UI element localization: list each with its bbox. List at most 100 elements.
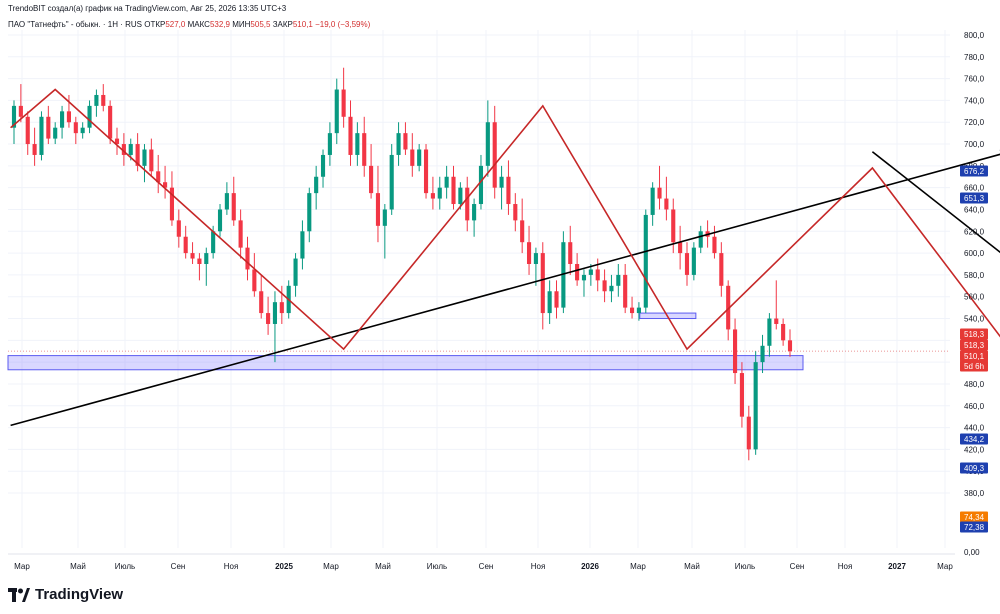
candle-body: [698, 231, 703, 248]
candle-body: [334, 89, 339, 134]
candle-body: [444, 176, 449, 188]
candle-body: [588, 269, 593, 275]
low-label: МИН: [232, 20, 251, 29]
candle-body: [774, 318, 779, 324]
candle-body: [176, 220, 181, 237]
candle-body: [423, 149, 429, 194]
candle-body: [746, 416, 751, 450]
candlestick-series: [11, 67, 793, 461]
x-tick-label: Май: [375, 562, 391, 571]
candle-body: [629, 307, 635, 314]
tradingview-logo[interactable]: TradingView: [8, 586, 123, 603]
y-tick-label: 480,0: [964, 380, 985, 389]
price-axis[interactable]: 800,0780,0760,0740,0720,0700,0680,0660,0…: [964, 31, 985, 557]
candle-body: [39, 116, 44, 155]
candle-body: [650, 187, 655, 215]
y-tick-label: 800,0: [964, 31, 985, 40]
candle-body: [657, 187, 662, 199]
candle-body: [526, 242, 532, 264]
high-value: 532,9: [209, 20, 230, 29]
open-label: ОТКР: [144, 20, 166, 29]
candle-body: [60, 111, 65, 128]
symbol-legend[interactable]: ПАО "Татнефть" - обыкн. · 1Н · RUS ОТКР5…: [8, 20, 370, 29]
candle-body: [121, 144, 126, 155]
candle-body: [595, 269, 600, 281]
candle-body: [403, 133, 408, 150]
chart-attribution: TrendoBIT создал(а) график на TradingVie…: [8, 4, 286, 13]
candle-body: [32, 144, 37, 155]
candle-body: [163, 182, 168, 188]
candle-body: [211, 231, 216, 254]
y-tick-label: 780,0: [964, 53, 985, 62]
candle-body: [314, 176, 319, 194]
candle-body: [485, 122, 490, 166]
candle-body: [341, 89, 346, 117]
candle-body: [664, 198, 669, 210]
x-tick-label: Май: [684, 562, 700, 571]
price-tag: [960, 433, 988, 445]
candle-body: [300, 231, 305, 259]
candle-body: [616, 274, 621, 286]
candle-body: [451, 176, 456, 205]
candle-body: [307, 193, 312, 232]
symbol-name: ПАО "Татнефть" - обыкн. · 1Н · RUS: [8, 20, 142, 29]
y-tick-label: 440,0: [964, 424, 985, 433]
candle-body: [575, 264, 580, 281]
trendline-drawings: [10, 88, 1000, 489]
candle-body: [678, 242, 683, 254]
y-tick-label: 660,0: [964, 184, 985, 193]
y-tick-label: 420,0: [964, 445, 985, 454]
candle-body: [513, 204, 518, 221]
candle-body: [108, 105, 113, 139]
candle-body: [279, 302, 284, 314]
x-tick-label: Сен: [171, 562, 186, 571]
y-tick-label: 0,00: [964, 548, 980, 557]
candle-body: [767, 318, 772, 346]
candle-body: [458, 187, 463, 205]
high-label: МАКС: [187, 20, 210, 29]
candle-body: [430, 193, 435, 199]
x-tick-label: Мар: [937, 562, 953, 571]
zigzag-path[interactable]: [10, 88, 1000, 489]
candle-body: [142, 149, 147, 166]
candle-body: [53, 127, 58, 139]
close-value: 510,1 −19,0 (−3,59%): [292, 20, 371, 29]
x-tick-label: Июль: [735, 562, 755, 571]
x-tick-label: Ноя: [531, 562, 546, 571]
candle-body: [506, 176, 511, 205]
price-tag-label: 510,1: [964, 352, 985, 361]
open-value: 527,0: [165, 20, 186, 29]
descending-resistance[interactable]: [871, 151, 1000, 401]
y-tick-label: 740,0: [964, 96, 985, 105]
candle-body: [581, 274, 587, 281]
candle-body: [355, 133, 360, 155]
candle-body: [169, 187, 175, 221]
candle-body: [712, 236, 717, 254]
price-tag: [960, 339, 988, 351]
candle-body: [238, 220, 243, 248]
x-tick-label: Май: [70, 562, 86, 571]
candle-body: [252, 269, 257, 292]
price-tag: [960, 165, 988, 177]
candle-body: [623, 274, 628, 308]
candle-body: [348, 116, 353, 155]
time-axis[interactable]: Мар Май Июль Сен Ноя 2025 Мар Май Июль Сен Ноя 2026…: [8, 553, 955, 571]
price-tag-label: 74,34: [964, 513, 985, 522]
price-tag: [960, 350, 988, 362]
candle-body: [217, 209, 223, 232]
low-value: 505,5: [250, 20, 271, 29]
close-label: ЗАКР: [272, 20, 293, 29]
price-tag-label: 518,3: [964, 341, 985, 350]
y-tick-label: 720,0: [964, 118, 985, 127]
candle-body: [478, 165, 484, 205]
candle-body: [691, 247, 696, 275]
candle-body: [396, 133, 401, 155]
x-tick-label: Июль: [115, 562, 135, 571]
candle-body: [46, 116, 51, 139]
candle-body: [684, 253, 690, 275]
candle-body: [733, 329, 738, 374]
tradingview-logo-icon: [8, 587, 30, 602]
y-tick-label: 540,0: [964, 315, 985, 324]
candle-body: [739, 373, 744, 417]
